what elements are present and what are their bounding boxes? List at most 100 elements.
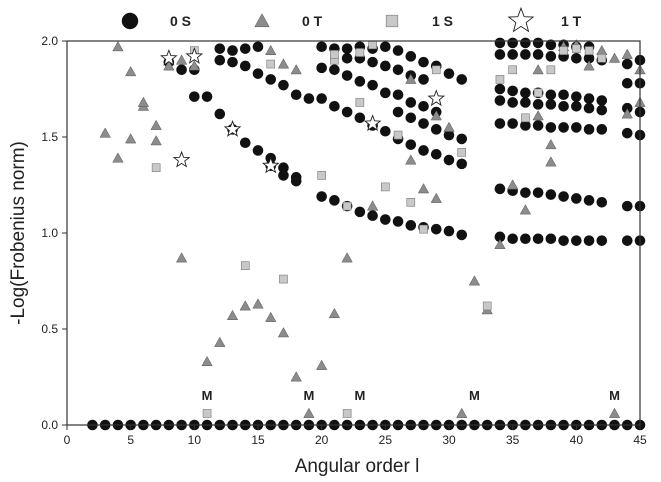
data-point: [252, 41, 264, 53]
data-point: [430, 124, 442, 135]
data-point: [266, 59, 276, 69]
data-point: [278, 170, 289, 181]
data-point: [137, 96, 150, 107]
data-point: [354, 76, 366, 87]
data-point: [572, 44, 581, 53]
x-tick-label: 40: [570, 433, 584, 447]
data-point: [596, 196, 608, 208]
data-point: [596, 44, 608, 56]
data-point: [596, 124, 608, 135]
annotation-label: M: [304, 388, 315, 403]
data-point: [175, 252, 188, 263]
data-point: [330, 50, 339, 59]
data-point: [571, 193, 582, 204]
data-point: [494, 183, 506, 195]
data-point: [355, 48, 365, 57]
data-point: [559, 46, 568, 55]
y-tick-label: 1.5: [41, 130, 58, 144]
data-point: [239, 137, 251, 149]
data-point: [160, 48, 178, 66]
data-point: [354, 206, 366, 218]
data-point: [621, 77, 633, 89]
data-point: [406, 197, 416, 207]
data-point: [546, 65, 556, 75]
data-point: [558, 100, 569, 112]
data-point: [316, 62, 327, 74]
legend-marker: [507, 6, 535, 33]
data-point: [418, 100, 429, 112]
data-point: [366, 200, 379, 211]
x-tick-label: 35: [506, 433, 520, 447]
data-point: [532, 99, 544, 110]
data-point: [290, 371, 302, 382]
data-point: [175, 54, 188, 65]
data-point: [545, 156, 557, 167]
data-point: [583, 235, 595, 246]
data-point: [507, 37, 518, 49]
data-point: [520, 37, 531, 49]
data-point: [279, 274, 288, 284]
data-point: [494, 118, 506, 129]
data-point: [172, 150, 191, 168]
data-point: [419, 224, 428, 234]
data-point: [380, 125, 391, 137]
annotation-label: M: [354, 388, 365, 403]
data-point: [277, 58, 290, 69]
series-circle: [87, 37, 646, 431]
axes-layer: 0 5 10 15 20 25 30 35 40 45 0.0 0.5 1.0 1.5 2.0: [41, 34, 647, 447]
data-point: [380, 87, 391, 99]
data-point: [341, 106, 353, 118]
data-point: [418, 56, 429, 68]
data-point: [621, 235, 633, 246]
legend-marker: [385, 14, 399, 28]
data-point: [596, 95, 608, 106]
x-tick-label: 10: [188, 433, 202, 447]
data-point: [507, 85, 518, 97]
data-point: [583, 60, 595, 71]
data-point: [354, 112, 366, 124]
data-point: [341, 252, 353, 263]
data-point: [99, 127, 111, 138]
data-point: [545, 233, 557, 245]
data-point: [621, 200, 633, 212]
data-point: [329, 100, 340, 112]
data-point: [176, 64, 187, 76]
data-point: [278, 162, 289, 174]
data-point: [405, 51, 417, 62]
data-point: [482, 301, 492, 311]
data-point: [608, 407, 621, 418]
data-point: [418, 118, 429, 129]
annotation-label: M: [202, 388, 213, 403]
data-point: [494, 238, 506, 249]
data-point: [558, 191, 569, 202]
data-point: [342, 201, 352, 211]
data-point: [189, 91, 200, 102]
data-point: [185, 47, 204, 64]
data-point: [303, 93, 315, 104]
data-point: [520, 49, 531, 60]
data-point: [494, 37, 506, 49]
data-point: [252, 298, 264, 309]
data-point: [125, 66, 137, 77]
data-point: [201, 91, 213, 102]
data-point: [316, 191, 327, 202]
data-point: [545, 138, 557, 150]
x-tick-label: 45: [633, 433, 647, 447]
data-point: [621, 58, 633, 70]
data-point: [265, 311, 277, 322]
data-point: [227, 45, 238, 56]
legend-marker: [254, 13, 270, 28]
data-point: [558, 89, 569, 101]
data-point: [621, 127, 633, 139]
data-point: [341, 43, 353, 54]
data-point: [341, 52, 353, 64]
data-point: [532, 187, 544, 198]
data-point: [597, 53, 607, 63]
data-point: [545, 39, 557, 51]
data-point: [405, 139, 417, 150]
y-axis-title: -Log(Frobenius norm): [8, 141, 29, 325]
y-tick-label: 2.0: [41, 34, 58, 48]
data-point: [507, 118, 518, 129]
